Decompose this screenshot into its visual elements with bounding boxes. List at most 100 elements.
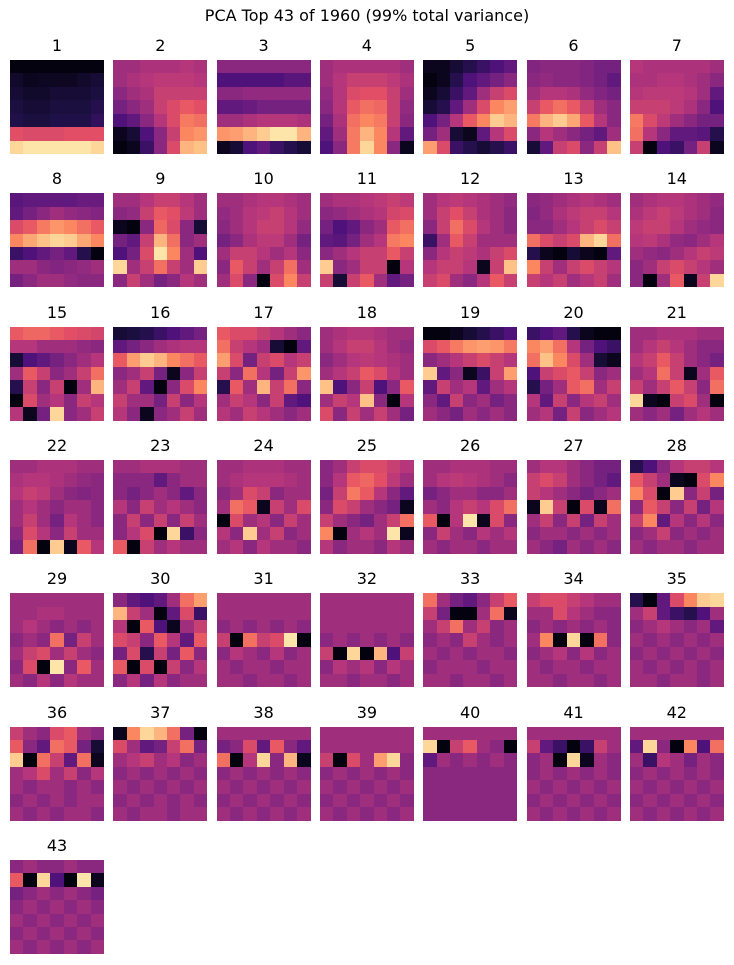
heatmap-cell xyxy=(23,620,37,634)
heatmap-cell xyxy=(656,606,671,621)
heatmap-cell xyxy=(450,366,464,381)
heatmap-cell xyxy=(140,780,154,794)
heatmap-cell xyxy=(490,127,504,141)
heatmap-cell xyxy=(346,739,361,754)
panel-title: 3 xyxy=(258,36,269,55)
heatmap-cell xyxy=(683,473,697,487)
heatmap-cell xyxy=(77,913,91,927)
component-heatmap xyxy=(423,593,518,688)
heatmap-cell xyxy=(243,393,257,408)
heatmap-cell xyxy=(643,340,657,354)
heatmap-cell xyxy=(670,660,684,674)
component-heatmap xyxy=(423,60,518,154)
heatmap-cell xyxy=(710,73,724,87)
heatmap-cell xyxy=(126,273,141,288)
heatmap-cell xyxy=(463,60,477,74)
heatmap-cell xyxy=(373,793,388,808)
heatmap-cell xyxy=(216,340,231,354)
heatmap-cell xyxy=(270,380,284,394)
heatmap-cell xyxy=(539,220,554,234)
heatmap-cell xyxy=(593,273,608,288)
heatmap-cell xyxy=(333,540,347,554)
heatmap-cell xyxy=(346,646,361,661)
heatmap-cell xyxy=(503,766,518,781)
heatmap-cell xyxy=(270,540,284,554)
heatmap-cell xyxy=(10,326,24,341)
heatmap-cell xyxy=(333,407,347,421)
component-heatmap xyxy=(113,459,208,554)
heatmap-cell xyxy=(113,193,127,207)
heatmap-cell xyxy=(243,593,257,607)
component-heatmap xyxy=(10,459,104,554)
heatmap-cell xyxy=(140,73,154,87)
heatmap-cell xyxy=(387,793,401,808)
heatmap-cell xyxy=(230,100,244,114)
panel-title: 40 xyxy=(460,702,481,722)
heatmap-cell xyxy=(126,140,141,154)
heatmap-cell xyxy=(476,273,491,288)
heatmap-cell xyxy=(140,726,154,740)
heatmap-cell xyxy=(360,127,374,141)
heatmap-cell xyxy=(23,633,37,647)
panel-title: 15 xyxy=(46,302,68,322)
heatmap-cell xyxy=(63,873,78,887)
heatmap-cell xyxy=(400,60,414,74)
heatmap-cell xyxy=(360,326,374,341)
heatmap-cell xyxy=(607,127,621,141)
heatmap-cell xyxy=(387,606,401,621)
heatmap-cell xyxy=(387,193,401,207)
heatmap-cell xyxy=(463,260,477,274)
heatmap-cell xyxy=(270,326,284,341)
heatmap-cell xyxy=(629,486,644,501)
heatmap-cell xyxy=(10,233,24,247)
heatmap-cell xyxy=(436,233,451,247)
heatmap-cell xyxy=(476,366,491,381)
heatmap-cell xyxy=(656,486,671,501)
heatmap-cell xyxy=(476,260,491,274)
heatmap-cell xyxy=(10,540,24,554)
heatmap-cell xyxy=(696,113,711,128)
heatmap-cell xyxy=(670,353,684,367)
heatmap-cell xyxy=(436,140,451,154)
heatmap-cell xyxy=(387,366,401,381)
heatmap-cell xyxy=(373,633,388,647)
heatmap-cell xyxy=(113,726,127,740)
heatmap-cell xyxy=(216,326,231,341)
heatmap-cell xyxy=(270,206,284,221)
heatmap-cell xyxy=(607,206,621,221)
heatmap-cell xyxy=(243,206,257,221)
heatmap-cell xyxy=(77,900,91,914)
heatmap-cell xyxy=(140,739,154,754)
heatmap-cell xyxy=(126,100,141,114)
heatmap-cell xyxy=(566,726,581,740)
heatmap-cell xyxy=(153,486,167,501)
heatmap-cell xyxy=(450,247,464,261)
heatmap-cell xyxy=(643,593,657,607)
heatmap-cell xyxy=(553,726,567,740)
heatmap-cell xyxy=(360,220,374,234)
heatmap-cell xyxy=(683,193,697,207)
heatmap-cell xyxy=(90,60,104,74)
heatmap-cell xyxy=(566,247,581,261)
heatmap-cell xyxy=(566,326,581,341)
heatmap-cell xyxy=(23,260,37,274)
heatmap-cell xyxy=(710,326,724,341)
heatmap-cell xyxy=(63,193,78,207)
heatmap-cell xyxy=(180,660,194,674)
heatmap-cell xyxy=(230,273,244,288)
heatmap-cell xyxy=(297,220,311,234)
heatmap-cell xyxy=(193,500,208,514)
heatmap-cell xyxy=(193,620,208,634)
heatmap-cell xyxy=(400,660,414,674)
heatmap-cell xyxy=(373,193,388,207)
heatmap-cell xyxy=(346,73,361,87)
heatmap-cell xyxy=(36,527,51,541)
heatmap-cell xyxy=(696,353,711,367)
heatmap-cell xyxy=(153,780,167,794)
heatmap-cell xyxy=(319,407,334,421)
heatmap-cell xyxy=(297,260,311,274)
heatmap-cell xyxy=(490,766,504,781)
heatmap-cell xyxy=(607,86,621,101)
heatmap-cell xyxy=(670,766,684,781)
heatmap-cell xyxy=(553,326,567,341)
